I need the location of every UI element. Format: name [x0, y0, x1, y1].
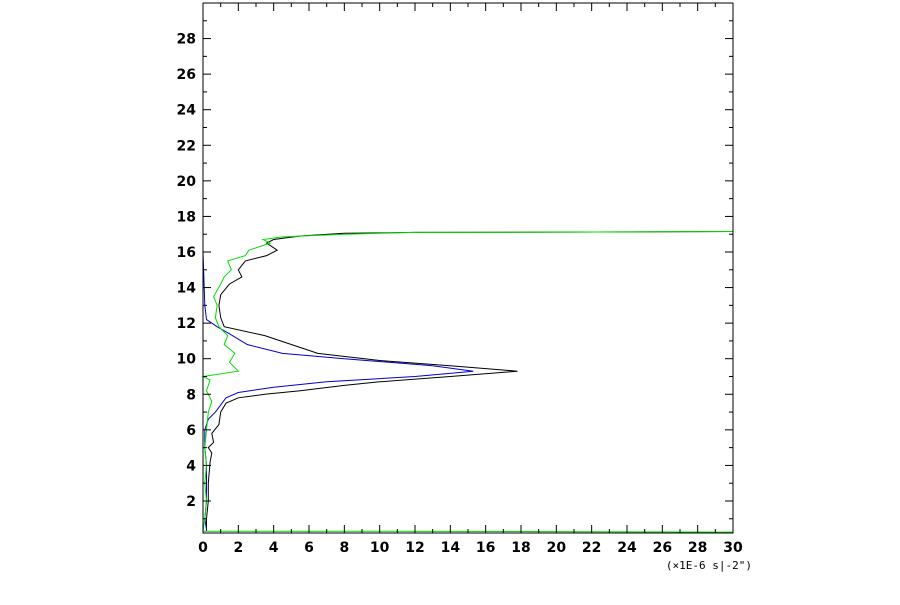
x-tick-label: 18: [511, 540, 530, 556]
series-line-1: [206, 231, 734, 532]
y-tick-label: 24: [177, 103, 197, 119]
x-tick-label: 12: [405, 540, 424, 556]
x-tick-label: 10: [370, 540, 390, 556]
y-tick-label: 8: [186, 387, 196, 403]
y-tick-label: 26: [177, 67, 196, 83]
x-tick-label: 4: [269, 540, 279, 556]
x-axis: 0 2 4 6 8 10 12 14 16 18 20 22 24 26 28 30: [198, 3, 743, 556]
x-tick-label: 2: [233, 540, 243, 556]
y-tick-label: 10: [177, 352, 197, 368]
y-tick-label: 14: [177, 281, 197, 297]
y-tick-label: 18: [177, 209, 196, 225]
x-tick-label: 8: [339, 540, 349, 556]
y-tick-label: 2: [186, 494, 196, 510]
y-tick-label: 4: [186, 458, 196, 474]
x-tick-label: 22: [582, 540, 601, 556]
y-tick-label: 22: [177, 138, 196, 154]
x-tick-label: 28: [688, 540, 707, 556]
x-tick-label: 24: [617, 540, 637, 556]
x-tick-label: 0: [198, 540, 208, 556]
x-tick-label: 26: [653, 540, 672, 556]
x-tick-label: 30: [723, 540, 743, 556]
series-layer: [201, 38, 734, 533]
plot-frame: [202, 2, 734, 534]
x-tick-label: 14: [441, 540, 461, 556]
x-unit-label: (×1E-6 s|-2"): [666, 559, 752, 572]
x-tick-label: 20: [547, 540, 567, 556]
y-tick-label: 20: [177, 174, 197, 190]
y-tick-label: 16: [177, 245, 196, 261]
x-tick-label: 16: [476, 540, 495, 556]
series-line-2: [202, 38, 474, 530]
series-line-3: [201, 231, 734, 532]
x-tick-label: 6: [304, 540, 314, 556]
y-tick-label: 28: [177, 32, 196, 48]
y-tick-label: 6: [186, 423, 196, 439]
y-tick-label: 12: [177, 316, 196, 332]
